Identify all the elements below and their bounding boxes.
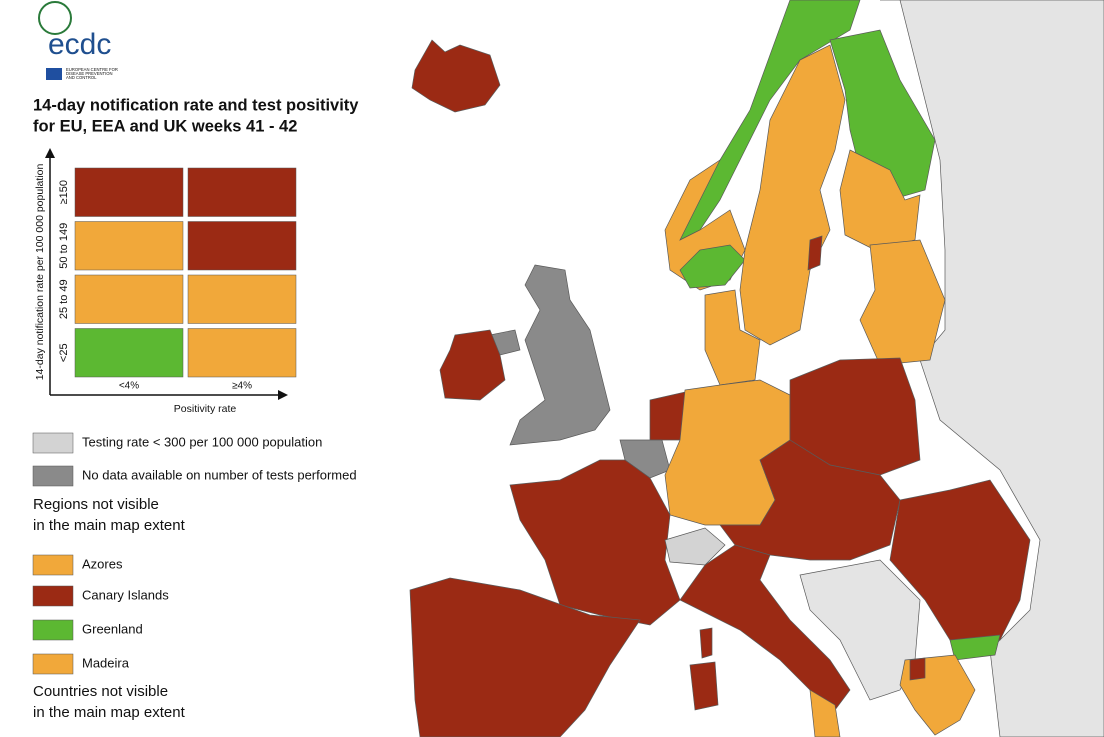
italy-south [809,689,841,737]
matrix: ≥150 50 to 149 25 to 49 <25 <4% ≥4% 14-day not… [34,148,297,415]
x-axis-label: Positivity rate [174,403,237,415]
finland-north [829,29,936,201]
agency-line: AND CONTROL [66,75,97,80]
romania-bulgaria [889,479,1031,641]
row-label: <25 [58,343,70,362]
united-kingdom [509,264,611,446]
agency-line: EUROPEAN CENTRE FOR [66,67,118,72]
sweden [739,44,846,346]
matrix-cell [74,274,184,324]
denmark [704,289,761,386]
regions-heading: Regions not visible [33,496,159,513]
matrix-cell [74,328,184,378]
y-axis-label: 14-day notification rate per 100 000 pop… [34,164,46,381]
regions-heading: in the main map extent [33,517,186,534]
legend: Testing rate < 300 per 100 000 populatio… [32,432,357,721]
legend-swatch [32,432,74,454]
title: 14-day notification rate and test positi… [33,96,359,135]
region-label: Azores [82,556,123,571]
iceland [411,39,501,113]
thrace [949,634,1001,661]
countries-heading: Countries not visible [33,683,168,700]
countries-heading: in the main map extent [33,704,186,721]
finland-south [839,149,921,251]
matrix-cell [74,221,184,271]
region-swatch [32,619,74,641]
column-label: <4% [119,381,139,392]
title-line: for EU, EEA and UK weeks 41 - 42 [33,117,297,135]
central-europe [719,439,901,561]
logo: ecdc [48,28,111,61]
gotland [807,235,823,271]
iberia [409,577,641,737]
row-label: ≥150 [58,180,70,204]
belgium [619,439,671,479]
italy [679,544,851,711]
region-label: Madeira [82,655,130,670]
row-label: 25 to 49 [58,279,70,319]
matrix-cell [187,221,297,271]
sardinia [689,661,719,711]
legend-swatch [32,465,74,487]
non-eu-land [880,0,1104,737]
france [509,459,681,626]
region-swatch [32,554,74,576]
column-label: ≥4% [232,381,252,392]
norway-southeast [679,244,746,289]
matrix-cell [187,274,297,324]
balkans [799,559,921,701]
corsica [699,627,713,659]
y-arrowhead [45,148,55,158]
region-label: Greenland [82,621,143,636]
logo-globe [38,1,72,35]
matrix-cell [187,328,297,378]
ireland [439,329,506,401]
baltics [859,239,946,366]
x-arrowhead [278,390,288,400]
region-label: Canary Islands [82,587,169,602]
eu-flag [46,68,62,80]
row-label: 50 to 149 [58,223,70,269]
switzerland [664,527,726,566]
matrix-cell [74,167,184,217]
region-swatch [32,585,74,607]
greek-region [909,657,926,681]
legend-label: No data available on number of tests per… [82,467,357,482]
title-line: 14-day notification rate and test positi… [33,96,359,114]
legend-label: Testing rate < 300 per 100 000 populatio… [82,434,322,449]
region-swatch [32,653,74,675]
matrix-cell [187,167,297,217]
agency-line: DISEASE PREVENTION [66,71,113,76]
